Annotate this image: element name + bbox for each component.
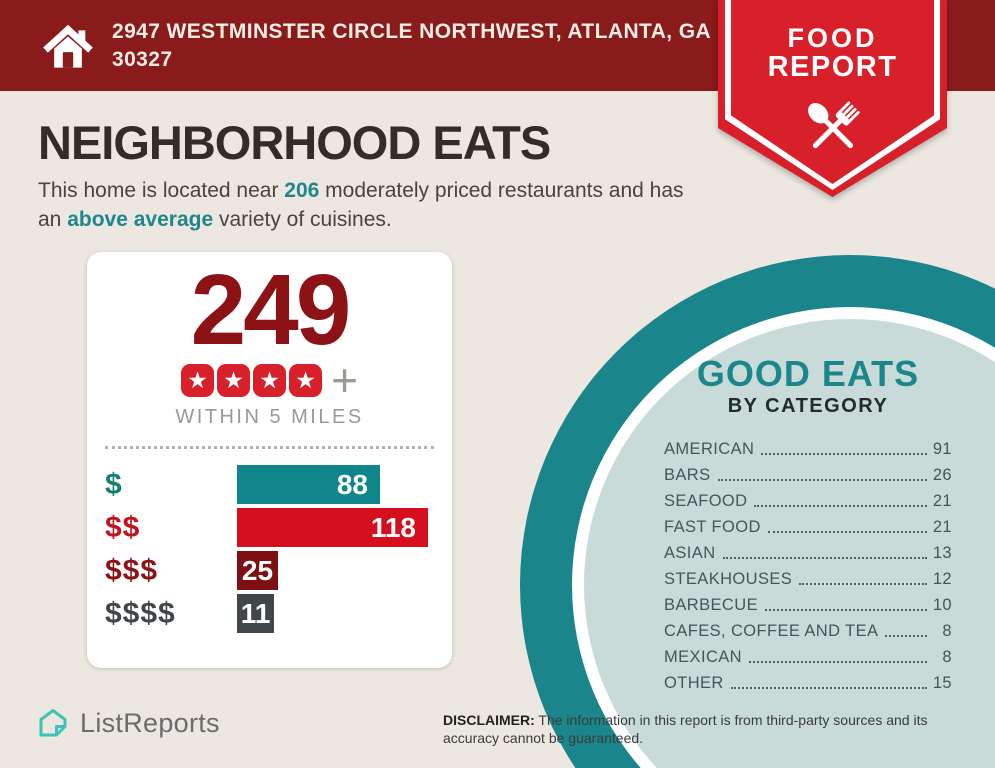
star-icon: ★ (289, 363, 323, 397)
category-row: CAFES, COFFEE AND TEA 8 (664, 615, 952, 641)
dot-leader (799, 583, 927, 585)
category-row: BARBECUE 10 (664, 589, 952, 615)
category-value: 13 (932, 544, 952, 562)
rating-row: ★ ★ ★ ★ + (99, 353, 440, 406)
bar: 88 (237, 465, 380, 504)
subtitle-highlight-count: 206 (284, 179, 320, 203)
category-value: 15 (932, 674, 952, 692)
bar-track: 88 (237, 465, 440, 504)
category-value: 8 (942, 622, 952, 640)
price-level-label: $$ (105, 510, 141, 544)
category-row: MEXICAN 8 (664, 641, 952, 667)
bar: 11 (237, 594, 274, 633)
property-address: 2947 WESTMINSTER CIRCLE NORTHWEST, ATLAN… (112, 19, 711, 71)
price-bars: $88 $$ 118 $$$ 25 $$$$ 11 (99, 465, 440, 633)
subtitle-text: moderately priced restaurants and has an (38, 179, 684, 232)
food-report-ribbon: FOOD REPORT (718, 0, 947, 197)
radius-caption: WITHIN 5 MILES (175, 406, 364, 428)
bar-value: 11 (240, 597, 271, 629)
disclaimer: DISCLAIMER: The information in this repo… (443, 711, 955, 747)
intro-section: NEIGHBORHOOD EATS This home is located n… (38, 118, 698, 235)
bar-track: 118 (237, 508, 440, 547)
page-title: NEIGHBORHOOD EATS (38, 116, 551, 169)
price-bar-row: $88 (99, 465, 440, 504)
price-bar-row: $$$ 25 (99, 551, 440, 590)
dotted-divider (105, 446, 434, 449)
category-value: 12 (932, 570, 952, 588)
ribbon-content: FOOD REPORT (718, 0, 947, 164)
listreports-logo: ListReports (36, 706, 220, 740)
subtitle-highlight-rating: above average (67, 208, 214, 232)
star-icon: ★ (217, 363, 251, 397)
category-row: STEAKHOUSES 12 (664, 563, 952, 589)
bar-track: 11 (237, 594, 440, 633)
disclaimer-label: DISCLAIMER: (443, 712, 535, 728)
category-value: 91 (932, 440, 952, 458)
price-level-label: $$$ (105, 553, 159, 587)
category-label: BARBECUE (664, 596, 758, 614)
good-eats-section: GOOD EATS BY CATEGORY AMERICAN 91 BARS 26 SE… (664, 356, 952, 693)
disclaimer-text: The information in this report is from t… (443, 712, 928, 747)
star-icon: ★ (253, 363, 287, 397)
dot-leader (730, 687, 927, 689)
category-label: OTHER (664, 674, 724, 692)
bar: 25 (237, 551, 278, 590)
bar-track: 25 (237, 551, 440, 590)
intro-subtitle: This home is located near 206 moderately… (38, 177, 688, 235)
category-label: AMERICAN (664, 440, 755, 458)
ribbon-title-line2: REPORT (767, 51, 898, 84)
category-value: 8 (942, 648, 952, 666)
category-label: CAFES, COFFEE AND TEA (664, 622, 879, 640)
price-level-label: $$$$ (105, 596, 176, 630)
dot-leader (885, 635, 927, 637)
category-value: 10 (932, 596, 952, 614)
category-value: 26 (932, 466, 952, 484)
category-label: SEAFOOD (664, 492, 748, 510)
price-bar-row: $$ 118 (99, 508, 440, 547)
restaurant-count: 249 (190, 254, 352, 366)
subtitle-text: This home is located near (38, 179, 285, 203)
category-list: AMERICAN 91 BARS 26 SEAFOOD 21 FAST FOOD 21 ASIA… (664, 433, 952, 693)
bar: 118 (237, 508, 428, 547)
good-eats-title: GOOD EATS (696, 353, 920, 394)
category-label: STEAKHOUSES (664, 570, 793, 588)
bar-value: 25 (241, 554, 274, 586)
category-row: AMERICAN 91 (664, 433, 952, 459)
dot-leader (767, 531, 927, 533)
category-label: BARS (664, 466, 711, 484)
plus-sign: + (331, 353, 358, 406)
bar-value: 118 (370, 511, 416, 543)
good-eats-subtitle: BY CATEGORY (727, 395, 889, 417)
category-row: BARS 26 (664, 459, 952, 485)
listreports-house-icon (39, 709, 67, 737)
category-label: ASIAN (664, 544, 716, 562)
dot-leader (717, 479, 927, 481)
bar-value: 88 (336, 468, 368, 500)
price-bar-row: $$$$ 11 (99, 594, 440, 633)
dot-leader (748, 661, 927, 663)
category-row: FAST FOOD 21 (664, 511, 952, 537)
category-row: SEAFOOD 21 (664, 485, 952, 511)
subtitle-text: variety of cuisines. (213, 208, 392, 232)
star-rating: ★ ★ ★ ★ (181, 363, 323, 397)
category-value: 21 (932, 518, 952, 536)
ribbon-title-line1: FOOD (787, 23, 878, 53)
dot-leader (764, 609, 927, 611)
home-icon (43, 24, 93, 68)
category-label: FAST FOOD (664, 518, 761, 536)
stats-card: 249 ★ ★ ★ ★ + WITHIN 5 MILES $88 $$ 118 $$$ 25 $… (87, 252, 452, 668)
dot-leader (722, 557, 927, 559)
dot-leader (754, 505, 927, 507)
price-level-label: $ (105, 467, 123, 501)
category-row: ASIAN 13 (664, 537, 952, 563)
category-value: 21 (932, 492, 952, 510)
listreports-logo-text: ListReports (80, 707, 220, 738)
dot-leader (761, 453, 927, 455)
spoon-fork-icon (807, 101, 860, 149)
star-icon: ★ (181, 363, 215, 397)
category-row: OTHER 15 (664, 667, 952, 693)
category-label: MEXICAN (664, 648, 742, 666)
